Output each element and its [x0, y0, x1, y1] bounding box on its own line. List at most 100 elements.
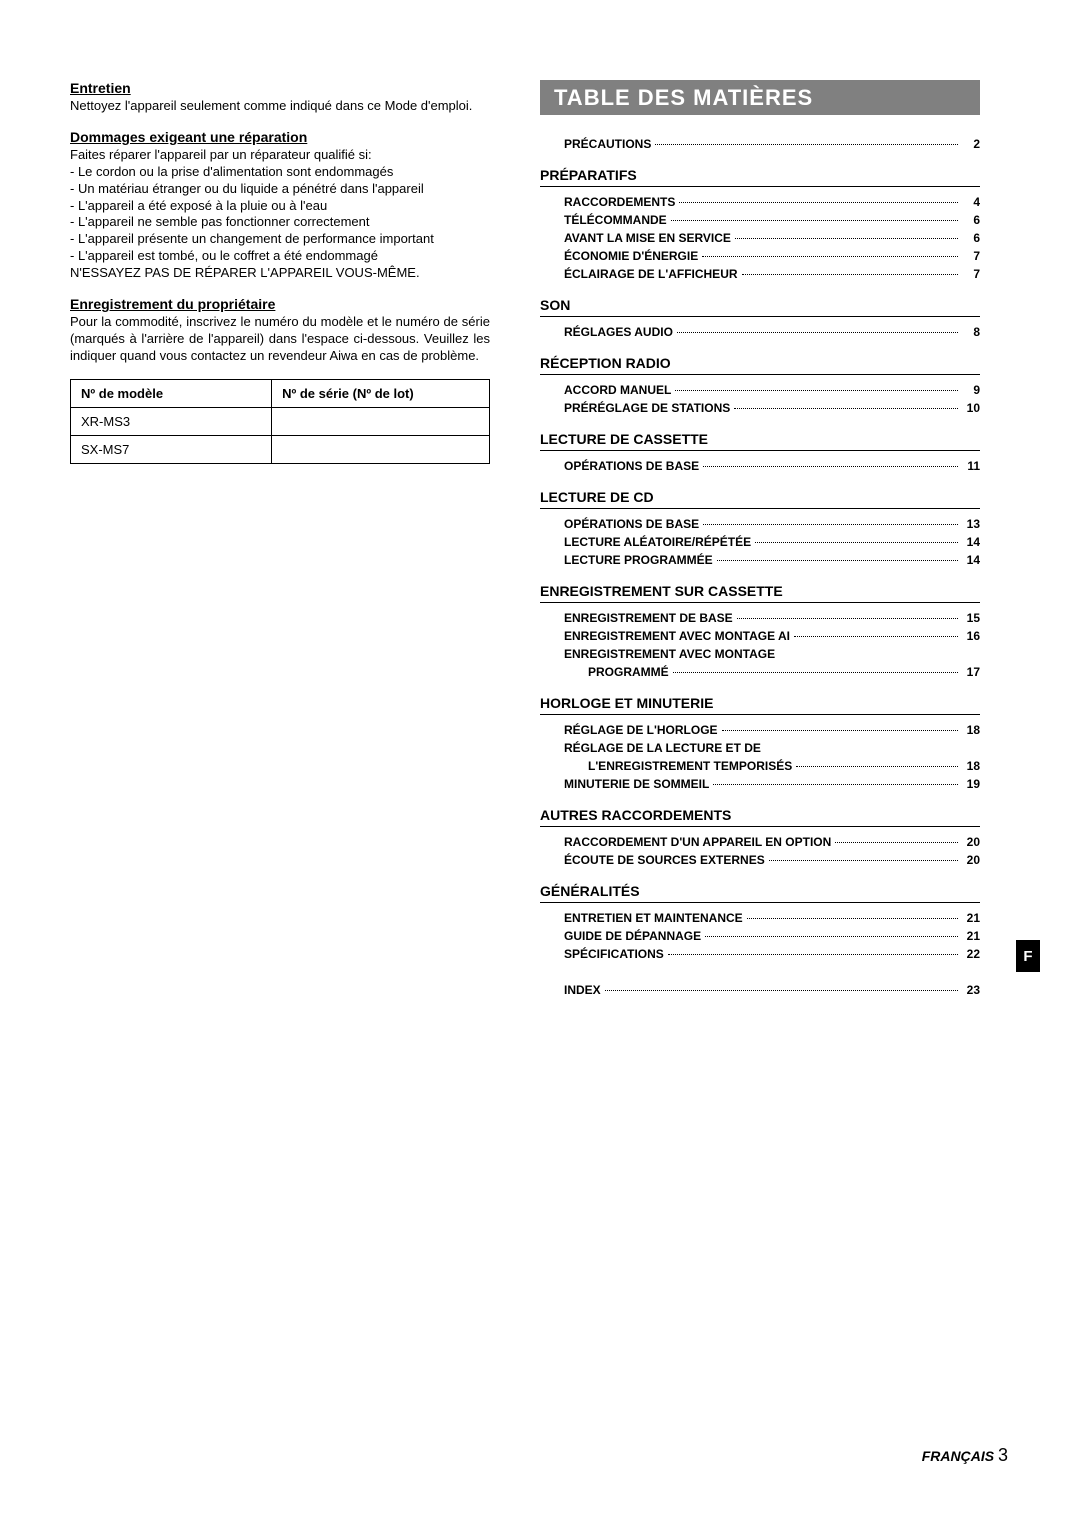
- toc-section-heading: PRÉPARATIFS: [540, 167, 980, 187]
- toc-entry: RÉGLAGE DE L'HORLOGE18: [540, 721, 980, 739]
- toc-dots: [734, 399, 958, 409]
- toc-label: TÉLÉCOMMANDE: [564, 211, 667, 229]
- toc-label: RÉGLAGE DE L'HORLOGE: [564, 721, 718, 739]
- toc-entry: RÉGLAGE DE LA LECTURE ET DE: [540, 739, 980, 757]
- toc-dots: [703, 457, 958, 467]
- toc-page: 16: [962, 627, 980, 645]
- toc-dots: [796, 757, 958, 767]
- toc-page: 13: [962, 515, 980, 533]
- toc-label: LECTURE ALÉATOIRE/RÉPÉTÉE: [564, 533, 751, 551]
- language-tab: F: [1016, 940, 1040, 972]
- toc-dots: [702, 247, 958, 257]
- toc-label: RÉGLAGES AUDIO: [564, 323, 673, 341]
- toc-title-bar: TABLE DES MATIÈRES: [540, 80, 980, 115]
- toc-page: 6: [962, 211, 980, 229]
- table-cell: [272, 435, 490, 463]
- toc-entry: ENREGISTREMENT AVEC MONTAGE AI16: [540, 627, 980, 645]
- toc-page: 21: [962, 927, 980, 945]
- toc-page: 22: [962, 945, 980, 963]
- toc-entry: ÉCLAIRAGE DE L'AFFICHEUR7: [540, 265, 980, 283]
- model-table: Nº de modèle Nº de série (Nº de lot) XR-…: [70, 379, 490, 464]
- toc-entry: PRÉRÉGLAGE DE STATIONS 10: [540, 399, 980, 417]
- body-entretien: Nettoyez l'appareil seulement comme indi…: [70, 98, 490, 115]
- toc-page: 9: [962, 381, 980, 399]
- toc-label: ÉCOUTE DE SOURCES EXTERNES: [564, 851, 765, 869]
- toc-label: OPÉRATIONS DE BASE: [564, 515, 699, 533]
- left-column: Entretien Nettoyez l'appareil seulement …: [70, 80, 490, 999]
- toc-label: ENREGISTREMENT DE BASE: [564, 609, 733, 627]
- toc-entry: AVANT LA MISE EN SERVICE 6: [540, 229, 980, 247]
- toc-page: 21: [962, 909, 980, 927]
- toc-dots: [705, 927, 958, 937]
- toc-section-heading: SON: [540, 297, 980, 317]
- toc-page: 10: [962, 399, 980, 417]
- list-item: L'appareil est tombé, ou le coffret a ét…: [70, 248, 490, 265]
- list-item: L'appareil ne semble pas fonctionner cor…: [70, 214, 490, 231]
- heading-dommages: Dommages exigeant une réparation: [70, 129, 490, 145]
- toc-dots: [671, 211, 958, 221]
- toc-label: RACCORDEMENT D'UN APPAREIL EN OPTION: [564, 833, 831, 851]
- toc-page: 11: [962, 457, 980, 475]
- toc-label: ACCORD MANUEL: [564, 381, 671, 399]
- toc-dots: [769, 851, 958, 861]
- toc-entry: OPÉRATIONS DE BASE11: [540, 457, 980, 475]
- toc-dots: [717, 551, 958, 561]
- toc-section-heading: ENREGISTREMENT SUR CASSETTE: [540, 583, 980, 603]
- toc-label: ENTRETIEN ET MAINTENANCE: [564, 909, 743, 927]
- toc-dots: [673, 663, 958, 673]
- toc-dots: [677, 323, 958, 333]
- toc-dots: [679, 193, 958, 203]
- body-dommages-intro: Faites réparer l'appareil par un réparat…: [70, 147, 490, 164]
- toc-entry: ENREGISTREMENT AVEC MONTAGE: [540, 645, 980, 663]
- toc-page: 20: [962, 851, 980, 869]
- toc-title: TABLE DES MATIÈRES: [554, 85, 813, 111]
- toc-label: ÉCLAIRAGE DE L'AFFICHEUR: [564, 265, 738, 283]
- toc-dots: [703, 515, 958, 525]
- toc-entry: RACCORDEMENT D'UN APPAREIL EN OPTION20: [540, 833, 980, 851]
- toc-dots: [794, 627, 958, 637]
- toc-label: PROGRAMMÉ: [588, 663, 669, 681]
- toc-page: 15: [962, 609, 980, 627]
- table-cell: [272, 407, 490, 435]
- toc-entry: LECTURE PROGRAMMÉE14: [540, 551, 980, 569]
- toc-page: 19: [962, 775, 980, 793]
- toc-label: ÉCONOMIE D'ÉNERGIE: [564, 247, 698, 265]
- table-cell: XR-MS3: [71, 407, 272, 435]
- toc-page: 18: [962, 757, 980, 775]
- toc-label: PRÉRÉGLAGE DE STATIONS: [564, 399, 730, 417]
- toc-entry: ÉCOUTE DE SOURCES EXTERNES 20: [540, 851, 980, 869]
- toc-label: INDEX: [564, 981, 601, 999]
- toc-dots: [755, 533, 958, 543]
- toc-section-heading: RÉCEPTION RADIO: [540, 355, 980, 375]
- toc-label: RACCORDEMENTS: [564, 193, 675, 211]
- toc-section-heading: LECTURE DE CD: [540, 489, 980, 509]
- table-header: Nº de modèle: [71, 379, 272, 407]
- toc-entry: TÉLÉCOMMANDE 6: [540, 211, 980, 229]
- toc-label: SPÉCIFICATIONS: [564, 945, 664, 963]
- toc-dots: [737, 609, 958, 619]
- toc-dots: [655, 135, 958, 145]
- list-item: Un matériau étranger ou du liquide a pén…: [70, 181, 490, 198]
- toc-dots: [747, 909, 958, 919]
- toc-page: 23: [962, 981, 980, 999]
- toc-entry: ÉCONOMIE D'ÉNERGIE7: [540, 247, 980, 265]
- list-item: Le cordon ou la prise d'alimentation son…: [70, 164, 490, 181]
- toc-page: 6: [962, 229, 980, 247]
- dommages-list: Le cordon ou la prise d'alimentation son…: [70, 164, 490, 265]
- toc-entry: MINUTERIE DE SOMMEIL19: [540, 775, 980, 793]
- toc-entry: OPÉRATIONS DE BASE 13: [540, 515, 980, 533]
- toc-entry: ACCORD MANUEL 9: [540, 381, 980, 399]
- heading-entretien: Entretien: [70, 80, 490, 96]
- toc-entry: RACCORDEMENTS4: [540, 193, 980, 211]
- toc-section-heading: GÉNÉRALITÉS: [540, 883, 980, 903]
- toc-label: AVANT LA MISE EN SERVICE: [564, 229, 731, 247]
- toc-dots: [675, 381, 958, 391]
- toc-sections: PRÉPARATIFSRACCORDEMENTS4TÉLÉCOMMANDE6AV…: [540, 167, 980, 963]
- toc-label: L'ENREGISTREMENT TEMPORISÉS: [588, 757, 792, 775]
- toc-label: PRÉCAUTIONS: [564, 135, 651, 153]
- toc-entry: LECTURE ALÉATOIRE/RÉPÉTÉE14: [540, 533, 980, 551]
- table-header: Nº de série (Nº de lot): [272, 379, 490, 407]
- table-cell: SX-MS7: [71, 435, 272, 463]
- right-column: TABLE DES MATIÈRES PRÉCAUTIONS 2 PRÉPARA…: [540, 80, 980, 999]
- page-content: Entretien Nettoyez l'appareil seulement …: [0, 0, 1080, 1039]
